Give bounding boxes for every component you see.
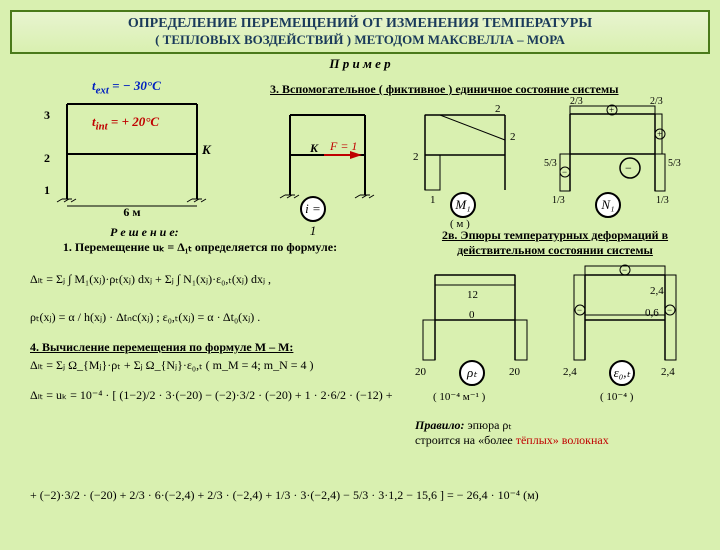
primer-label: П р и м е р (10, 56, 710, 72)
eps-unit: ( 10⁻⁴ ) (600, 390, 633, 403)
eps-diagram: − − − 2,4 0,6 2,4 2,4 ε₀,ₜ ( 10⁻⁴ ) (555, 260, 695, 410)
rule-t3: тёплых» волокнах (516, 433, 609, 447)
svg-text:1: 1 (430, 194, 436, 206)
step1-h: 1. Перемещение uₖ = Δ₁ₜ определяется по … (40, 240, 360, 255)
title-line1: ОПРЕДЕЛЕНИЕ ПЕРЕМЕЩЕНИЙ ОТ ИЗМЕНЕНИЯ ТЕМ… (20, 16, 700, 32)
svg-text:0,6: 0,6 (645, 307, 659, 319)
rho-unit: ( 10⁻⁴ м⁻¹ ) (433, 390, 485, 403)
rule-t1: эпюра ρₜ (468, 418, 512, 432)
formula-calc2: Δₗₜ = uₖ = 10⁻⁴ · [ (1−2)/2 · 3·(−20) − … (30, 388, 400, 403)
svg-text:2,4: 2,4 (661, 366, 675, 378)
svg-text:1/3: 1/3 (656, 195, 669, 206)
svg-text:−: − (562, 167, 567, 177)
frame-diagram: 6 м 1 2 3 K text = − 30°C tint = + 20°C (32, 84, 252, 224)
svg-text:2: 2 (44, 151, 50, 165)
svg-text:1: 1 (44, 183, 50, 197)
solution-h: Р е ш е н и е: (110, 225, 179, 240)
rho-circle: ρₜ (459, 360, 485, 386)
t-ext: text = − 30°C (92, 78, 161, 97)
step4-h: 4. Вычисление перемещения по формуле М –… (30, 340, 293, 355)
span-dim: 6 м (123, 205, 140, 219)
svg-text:2: 2 (510, 131, 516, 143)
n1-circle: N₁ (595, 192, 621, 218)
svg-text:−: − (625, 161, 632, 175)
m1-circle: M₁ (450, 192, 476, 218)
rule-t2: строится на «более (415, 433, 513, 447)
svg-text:2,4: 2,4 (650, 285, 664, 297)
svg-text:K: K (201, 142, 212, 157)
svg-text:2,4: 2,4 (563, 366, 577, 378)
eps-circle: ε₀,ₜ (609, 360, 635, 386)
svg-text:+: + (609, 105, 614, 115)
rule-box: Правило: эпюра ρₜ строится на «более тёп… (415, 418, 695, 448)
svg-text:5/3: 5/3 (668, 158, 681, 169)
svg-text:K: K (309, 141, 319, 155)
formula-rho: ρₜ(xⱼ) = α / h(xⱼ) · Δtₙc(xⱼ) ; ε₀,ₜ(xⱼ)… (30, 310, 380, 325)
svg-text:1/3: 1/3 (552, 195, 565, 206)
rule-h: Правило: (415, 418, 465, 432)
formula-calc3: + (−2)·3/2 · (−20) + 2/3 · 6·(−2,4) + 2/… (30, 488, 690, 503)
formula-delta: Δₗₜ = Σⱼ ∫ M₁(xⱼ)·ρₜ(xⱼ) dxⱼ + Σⱼ ∫ N₁(x… (30, 272, 380, 287)
svg-text:2: 2 (413, 151, 419, 163)
title-box: ОПРЕДЕЛЕНИЕ ПЕРЕМЕЩЕНИЙ ОТ ИЗМЕНЕНИЯ ТЕМ… (10, 10, 710, 54)
svg-text:−: − (622, 265, 627, 275)
i-circle: i = 1 (300, 196, 326, 240)
svg-text:20: 20 (509, 366, 521, 378)
svg-text:−: − (667, 305, 672, 315)
formula-calc1: Δₗₜ = Σⱼ Ω_{Mⱼ}·ρₜ + Σⱼ Ω_{Nⱼ}·ε₀,ₜ ( m_… (30, 358, 400, 373)
rhot-diagram: 12 0 20 20 ρₜ ( 10⁻⁴ м⁻¹ ) (405, 260, 545, 410)
step3-heading: 3. Вспомогательное ( фиктивное ) единичн… (270, 82, 700, 97)
svg-text:3: 3 (44, 108, 50, 122)
svg-text:5/3: 5/3 (544, 158, 557, 169)
t-int: tint = + 20°C (92, 114, 159, 133)
svg-text:12: 12 (467, 289, 478, 301)
m1-diagram: 1 2 2 2 M₁ ( м ) (400, 100, 530, 225)
svg-text:+: + (657, 129, 662, 139)
svg-text:−: − (577, 305, 582, 315)
title-line2: ( ТЕПЛОВЫХ ВОЗДЕЙСТВИЙ ) МЕТОДОМ МАКСВЕЛ… (20, 32, 700, 48)
svg-text:2/3: 2/3 (570, 96, 583, 107)
svg-text:2: 2 (495, 103, 501, 115)
step2v-heading: 2в. Эпюры температурных деформаций в дей… (405, 228, 705, 258)
svg-text:F = 1: F = 1 (329, 139, 357, 153)
svg-text:20: 20 (415, 366, 427, 378)
n1-diagram: 2/3 2/3 5/3 5/3 1/3 1/3 + + − − N₁ (540, 96, 690, 226)
unit-state: K F = 1 i = 1 (270, 100, 390, 220)
svg-text:2/3: 2/3 (650, 96, 663, 107)
svg-text:0: 0 (469, 309, 475, 321)
